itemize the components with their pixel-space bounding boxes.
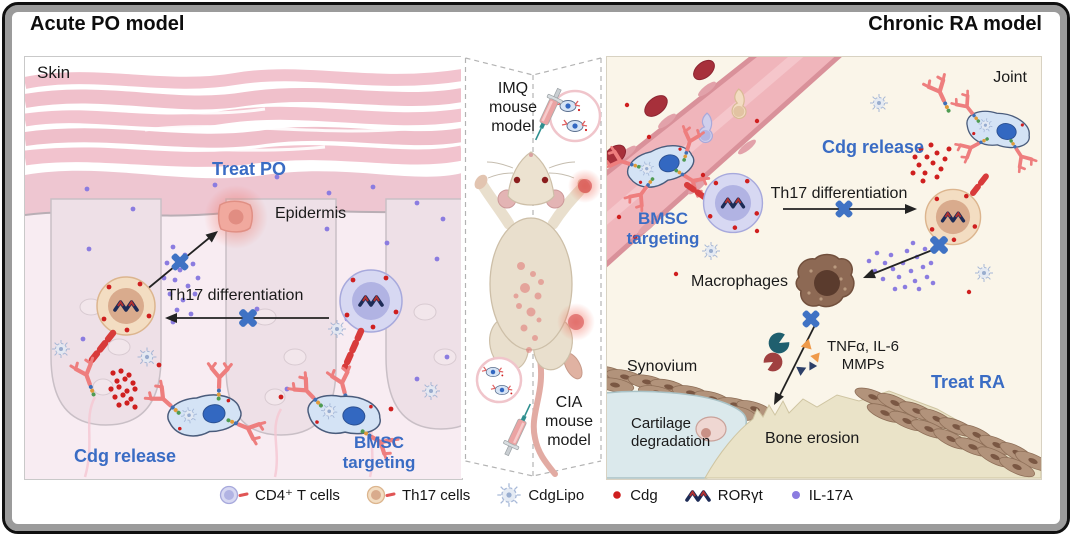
title-acute-po-model: Acute PO model (30, 13, 185, 35)
roryt-icon (684, 490, 711, 502)
mouse-illustration (474, 151, 602, 477)
cdg-release-dots (616, 102, 972, 295)
legend-item-cdglipo: CdgLipo (496, 483, 584, 507)
legend-item-roryt: RORγt (684, 487, 763, 504)
th17-cell-icon (366, 485, 396, 505)
th17-cell (97, 277, 155, 335)
cdg-icon (613, 491, 622, 499)
legend-item-cd4-t-cells: CD4⁺ T cells (219, 484, 340, 506)
bone-erosion-label: Bone erosion (765, 430, 860, 447)
cartilage-region (607, 390, 748, 479)
cd4-t-cell (340, 270, 402, 332)
il17a-dots (866, 240, 936, 292)
cdglipo-icon (496, 483, 522, 507)
joint-panel: Joint Cdg release Th17 differentiation B… (606, 56, 1042, 480)
inoculum-circle-bottom (475, 356, 523, 404)
legend-label: IL-17A (808, 486, 853, 504)
cdg-release-label: Cdg release (821, 137, 925, 157)
cdg-release-label: Cdg release (73, 446, 177, 466)
skin-region-label: Skin (37, 63, 71, 82)
cytokines-label: TNFα, IL-6 MMPs (807, 338, 919, 373)
bmsc-targeting-label: BMSC targeting (626, 209, 700, 249)
th17-differentiation-label: Th17 differentiation (166, 287, 304, 304)
syringe-icon (534, 87, 563, 141)
joint-region-label: Joint (993, 69, 1027, 86)
skin-panel: Skin Treat PO Epidermis Th17 differentia… (24, 56, 463, 480)
il17a-dots (80, 174, 450, 392)
syringe-icon (503, 403, 532, 457)
arrow-to-bone (774, 324, 816, 405)
imq-mouse-model-label: IMQ mouse model (488, 80, 538, 135)
th17-differentiation-label: Th17 differentiation (770, 185, 908, 202)
legend-label: RORγt (717, 486, 763, 504)
synovium-label: Synovium (627, 358, 698, 375)
cd4-t-cell (704, 174, 763, 233)
title-chronic-ra-model: Chronic RA model (868, 13, 1042, 35)
legend-label: Cdg (630, 486, 658, 504)
arrow-to-macrophage (863, 248, 936, 279)
macrophages-label: Macrophages (691, 273, 788, 290)
cytokines-line2: MMPs (841, 355, 885, 373)
bmsc-targeting-label: BMSC targeting (342, 433, 416, 473)
legend-item-il17a: IL-17A (789, 487, 853, 504)
joint-artwork (607, 57, 1041, 479)
macrophage-cell (795, 253, 855, 308)
cd4-t-cell-icon (219, 485, 249, 505)
il17a-icon (791, 491, 800, 499)
extravasating-cell (731, 88, 747, 119)
legend-item-th17-cells: Th17 cells (366, 484, 470, 506)
epidermis-cell (204, 185, 268, 249)
bone-region (704, 390, 1041, 479)
cytokines-line1: TNFα, IL-6 (826, 338, 899, 355)
skin-artwork (25, 69, 462, 479)
cartilage-degradation-label: Cartilage degradation (631, 415, 711, 450)
inflamed-joint-glow (557, 169, 602, 341)
treat-po-label: Treat PO (211, 159, 287, 179)
treat-ra-label: Treat RA (930, 372, 1006, 392)
legend-label: CdgLipo (528, 486, 585, 504)
ccr6-chain (87, 327, 365, 371)
mouse-models-panel: IMQ mouse model CIA mouse model (461, 56, 606, 478)
psoriasis-spots (513, 262, 544, 353)
legend-label: Th17 cells (401, 486, 471, 504)
epidermis-label: Epidermis (275, 205, 347, 222)
mouse-artwork (464, 57, 602, 477)
legend: CD4⁺ T cells Th17 cells CdgLipo Cdg (0, 483, 1072, 507)
ccr6-chain (970, 172, 990, 196)
legend-item-cdg: Cdg (610, 487, 658, 504)
cia-mouse-model-label: CIA mouse model (544, 394, 594, 449)
legend-label: CD4⁺ T cells (255, 487, 340, 504)
cdg-release-dots (108, 362, 394, 412)
